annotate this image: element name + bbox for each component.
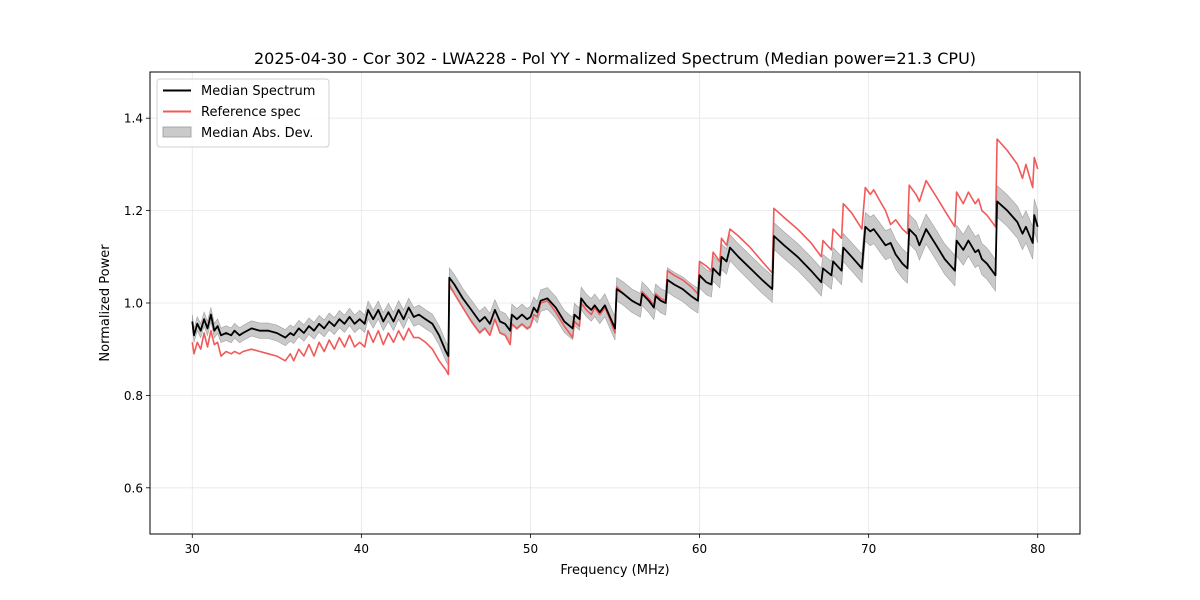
legend: Median Spectrum Reference spec Median Ab… [156, 78, 330, 148]
chart-title: 2025-04-30 - Cor 302 - LWA228 - Pol YY -… [254, 49, 976, 68]
y-tick-label: 0.6 [124, 481, 143, 495]
y-tick-label: 1.0 [124, 297, 143, 311]
legend-label-reference-spec: Reference spec [201, 105, 301, 120]
x-tick-label: 40 [354, 542, 369, 556]
y-tick-label: 0.8 [124, 389, 143, 403]
legend-label-median-spectrum: Median Spectrum [201, 84, 315, 99]
x-tick-label: 60 [692, 542, 707, 556]
x-axis-label: Frequency (MHz) [560, 563, 669, 578]
legend-mad-patch-swatch [162, 126, 192, 138]
x-tick-label: 50 [523, 542, 538, 556]
x-axis-ticks: 30 40 50 60 70 80 [185, 534, 1045, 556]
x-tick-label: 30 [185, 542, 200, 556]
series-layer [191, 138, 1039, 376]
y-tick-label: 1.2 [124, 204, 143, 218]
legend-box [156, 78, 330, 148]
y-tick-label: 1.4 [124, 112, 143, 126]
median-spectrum-line [191, 200, 1039, 358]
grid [150, 72, 1080, 534]
y-axis-ticks: 0.6 0.8 1.0 1.2 1.4 [124, 112, 150, 495]
y-axis-label: Normalized Power [98, 244, 113, 362]
x-tick-label: 70 [861, 542, 876, 556]
reference-spec-line [191, 138, 1039, 376]
legend-label-median-abs-dev: Median Abs. Dev. [201, 126, 313, 141]
x-tick-label: 80 [1030, 542, 1045, 556]
